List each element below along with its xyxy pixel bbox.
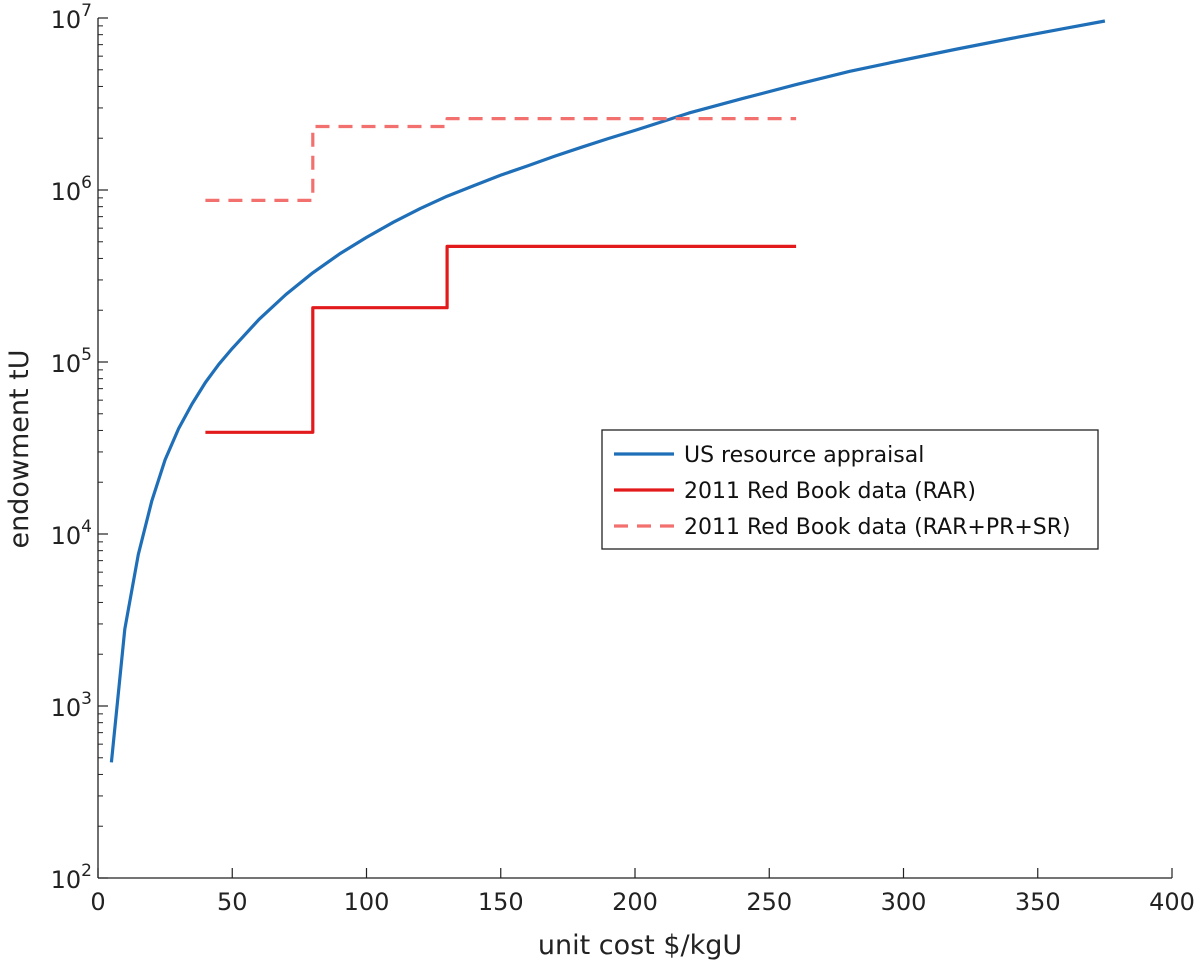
series-line-1	[109, 19, 1106, 763]
x-axis-title: unit cost $/kgU	[538, 930, 742, 961]
series	[109, 19, 1106, 763]
y-tick-label: 106	[51, 173, 92, 206]
legend-label-1: US resource appraisal	[684, 443, 924, 468]
y-axis-title: endowment tU	[4, 349, 35, 548]
x-tick-label: 400	[1149, 888, 1195, 916]
x-tick-label: 150	[478, 888, 524, 916]
y-tick-label: 103	[51, 689, 92, 722]
x-tick-label: 250	[746, 888, 792, 916]
x-tick-label: 50	[217, 888, 248, 916]
x-tick-label: 350	[1015, 888, 1061, 916]
y-tick-label: 105	[51, 345, 92, 378]
legend-label-3: 2011 Red Book data (RAR+PR+SR)	[684, 515, 1071, 540]
series-line-2	[205, 244, 797, 434]
legend-box	[601, 429, 1099, 550]
legend-label-2: 2011 Red Book data (RAR)	[684, 479, 976, 504]
x-tick-label: 200	[612, 888, 658, 916]
legend: US resource appraisal 2011 Red Book data …	[601, 429, 1099, 550]
ticks: 0 50 100 150 200 250 300 350 400 102 103 104 105 106 1…	[51, 1, 1195, 916]
y-tick-label: 107	[51, 1, 92, 34]
x-tick-label: 300	[881, 888, 927, 916]
series-line-3	[205, 116, 797, 202]
y-tick-label: 102	[51, 861, 92, 894]
x-tick-label: 0	[90, 888, 105, 916]
y-tick-label: 104	[51, 517, 92, 550]
x-tick-label: 100	[344, 888, 390, 916]
